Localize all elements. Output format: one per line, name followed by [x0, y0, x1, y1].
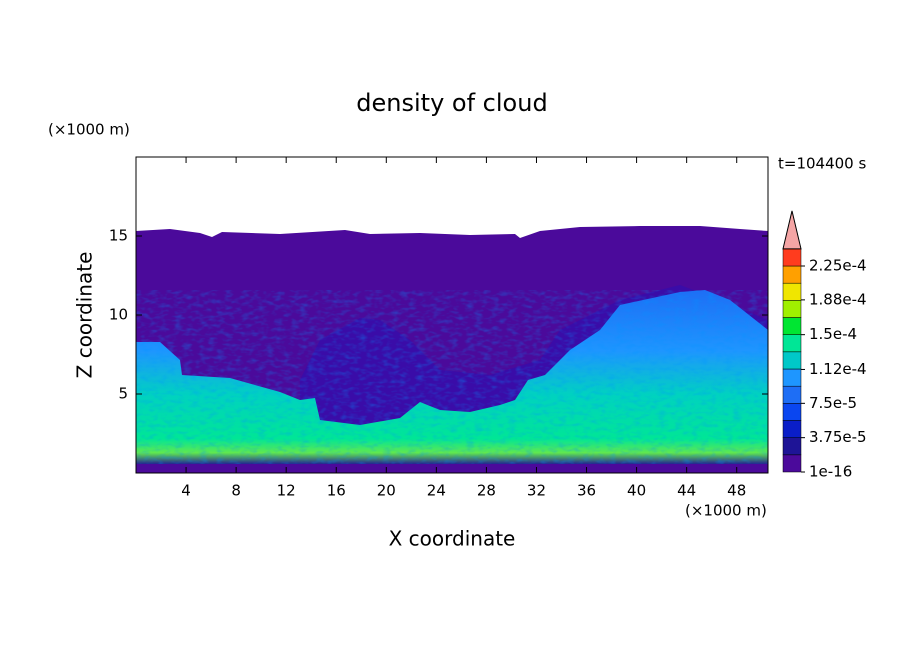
x-tick-label: 44	[677, 482, 696, 500]
colorbar-band	[782, 385, 802, 404]
colorbar-tick-label: 1.5e-4	[809, 325, 857, 343]
y-unit: (×1000 m)	[48, 121, 130, 139]
colorbar-tick-label: 1.12e-4	[809, 360, 867, 378]
x-tick-label: 48	[727, 482, 746, 500]
y-tick-label: 10	[109, 306, 128, 324]
colorbar-band	[782, 334, 802, 353]
colorbar-band	[782, 403, 802, 421]
colorbar-tick-label: 3.75e-5	[809, 428, 867, 446]
colorbar-band	[782, 282, 802, 301]
colorbar-tick-label: 2.25e-4	[809, 257, 867, 275]
x-tick-label: 24	[427, 482, 446, 500]
colorbar-extend	[782, 210, 802, 250]
y-tick-label: 5	[118, 385, 128, 403]
colorbar-tick-label: 1e-16	[809, 463, 852, 481]
y-tick-label: 15	[109, 227, 128, 245]
x-tick-label: 28	[477, 482, 496, 500]
contour-field	[136, 226, 768, 473]
colorbar-band	[782, 368, 802, 387]
colorbar-band	[782, 317, 802, 335]
y-axis-label: Z coordinate	[73, 252, 97, 379]
colorbar-band	[782, 437, 802, 456]
colorbar-band	[782, 265, 802, 284]
x-tick-label: 4	[181, 482, 191, 500]
x-unit: (×1000 m)	[685, 502, 767, 520]
colorbar-tick-label: 1.88e-4	[809, 290, 867, 308]
colorbar-band	[782, 420, 802, 438]
colorbar-band	[782, 300, 802, 318]
time-label: t=104400 s	[778, 155, 866, 173]
x-tick-label: 8	[231, 482, 241, 500]
colorbar-tick-label: 7.5e-5	[809, 394, 857, 412]
x-tick-label: 12	[277, 482, 296, 500]
colorbar-band	[782, 248, 802, 267]
x-axis-label: X coordinate	[389, 527, 516, 551]
x-tick-label: 36	[577, 482, 596, 500]
x-tick-label: 32	[527, 482, 546, 500]
field-bottom	[136, 464, 768, 473]
chart-title: density of cloud	[356, 89, 547, 117]
colorbar-band	[782, 454, 802, 473]
field-texture	[136, 290, 768, 465]
colorbar-band	[782, 351, 802, 370]
x-tick-label: 16	[327, 482, 346, 500]
x-tick-label: 20	[377, 482, 396, 500]
x-tick-label: 40	[627, 482, 646, 500]
